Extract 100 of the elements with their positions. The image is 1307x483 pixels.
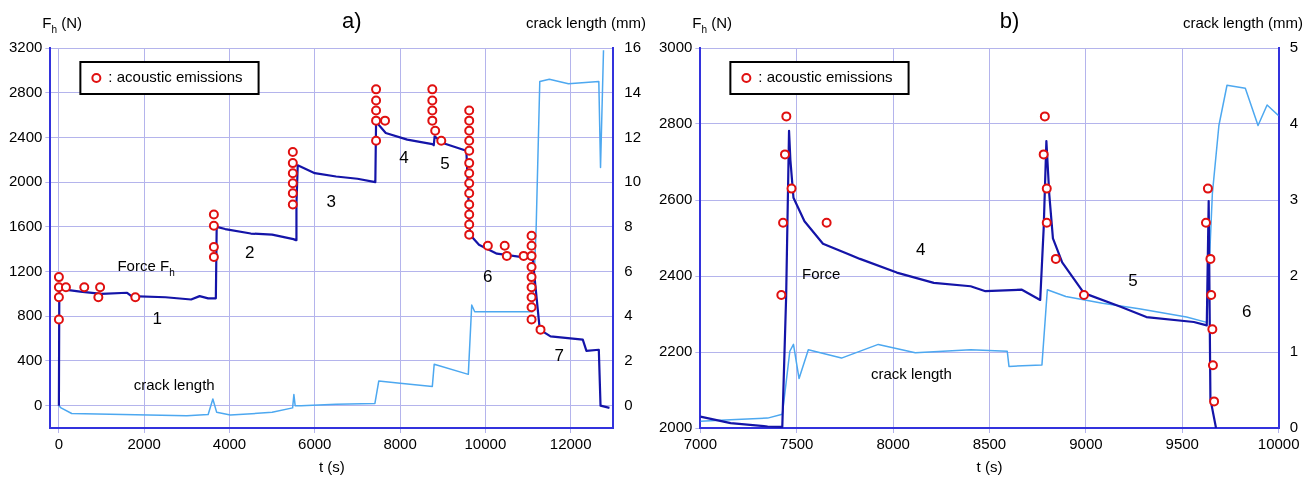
- y-tick-label: 1200: [8, 261, 43, 279]
- series-label: crack length: [133, 375, 215, 393]
- point: [464, 105, 475, 116]
- point: [53, 292, 64, 303]
- y2-tick-label: 0: [1289, 418, 1298, 436]
- annotation: 6: [1242, 301, 1252, 321]
- chart-title: a): [342, 8, 362, 34]
- point: [779, 149, 790, 160]
- y2-tick-label: 8: [624, 216, 633, 234]
- chart-title: b): [999, 8, 1020, 34]
- point: [371, 135, 382, 146]
- annotation: 4: [915, 240, 926, 260]
- y2-tick-label: 2: [624, 351, 633, 369]
- annotation: 7: [554, 346, 565, 366]
- point: [1078, 290, 1089, 300]
- point: [1206, 290, 1217, 300]
- point: [464, 199, 475, 210]
- point: [499, 240, 510, 251]
- point: [287, 178, 298, 189]
- point: [380, 115, 391, 126]
- y-tick-label: 3000: [658, 38, 693, 56]
- point: [427, 115, 438, 126]
- annotation: 3: [326, 191, 337, 211]
- point: [501, 250, 512, 261]
- point: [208, 220, 219, 231]
- y2-tick-label: 4: [1289, 114, 1298, 132]
- point: [526, 230, 537, 241]
- y2-tick-label: 12: [624, 127, 641, 145]
- x-axis-title: t (s): [318, 458, 345, 476]
- y2-tick-label: 5: [1289, 38, 1298, 56]
- point: [464, 135, 475, 146]
- y2-tick-label: 0: [624, 395, 633, 413]
- annotation: 4: [399, 147, 409, 167]
- y-tick-label: 2000: [658, 418, 693, 436]
- point: [526, 282, 537, 293]
- y-tick-label: 2800: [658, 114, 693, 132]
- point: [526, 272, 537, 283]
- point: [535, 324, 546, 335]
- point: [287, 188, 298, 199]
- point: [786, 183, 797, 194]
- y2-tick-label: 1: [1289, 342, 1298, 360]
- point: [526, 240, 537, 251]
- x-tick-label: 10000: [1257, 435, 1300, 453]
- legend-label: : acoustic emissions: [108, 68, 243, 86]
- y-tick-label: 2400: [658, 266, 693, 284]
- y2-tick-label: 6: [624, 261, 633, 279]
- point: [1041, 183, 1052, 194]
- y-tick-label: 3200: [8, 38, 43, 56]
- point: [1038, 149, 1049, 160]
- point: [60, 282, 71, 293]
- point: [93, 292, 104, 303]
- point: [1039, 111, 1050, 122]
- series-label: crack length: [871, 365, 952, 383]
- x-axis-title: t (s): [976, 458, 1003, 476]
- point: [482, 240, 493, 251]
- point: [208, 209, 219, 220]
- x-tick-label: 8000: [876, 435, 910, 453]
- point: [526, 314, 537, 325]
- point: [464, 219, 475, 230]
- point: [287, 158, 298, 169]
- point: [287, 199, 298, 210]
- point: [776, 290, 787, 300]
- legend-label: : acoustic emissions: [758, 68, 893, 86]
- point: [427, 105, 438, 116]
- point: [1205, 253, 1216, 264]
- point: [371, 95, 382, 106]
- y2-tick-label: 10: [624, 172, 641, 190]
- point: [95, 282, 106, 293]
- point: [464, 145, 475, 156]
- point: [781, 111, 792, 122]
- point: [778, 217, 789, 228]
- y2-tick-label: 14: [624, 82, 641, 100]
- y-tick-label: 2800: [8, 82, 43, 100]
- point: [518, 250, 529, 261]
- y-tick-label: 2600: [658, 190, 693, 208]
- x-tick-label: 10000: [464, 435, 507, 453]
- point: [427, 84, 438, 95]
- y2-tick-label: 3: [1289, 190, 1298, 208]
- x-tick-label: 2000: [127, 435, 161, 453]
- y2-axis-title: crack length (mm): [1182, 14, 1304, 32]
- point: [526, 292, 537, 303]
- point: [526, 250, 537, 261]
- point: [79, 282, 90, 293]
- y2-tick-label: 2: [1289, 266, 1298, 284]
- point: [208, 241, 219, 252]
- point: [287, 146, 298, 157]
- x-tick-label: 9500: [1165, 435, 1199, 453]
- x-tick-label: 7500: [780, 435, 814, 453]
- annotation: 5: [1128, 271, 1138, 291]
- point: [1209, 396, 1220, 407]
- x-tick-label: 6000: [298, 435, 332, 453]
- point: [464, 158, 475, 169]
- point: [130, 292, 141, 303]
- point: [287, 168, 298, 179]
- y2-tick-label: 16: [624, 38, 641, 56]
- point: [464, 188, 475, 199]
- point: [427, 95, 438, 106]
- x-tick-label: 8500: [972, 435, 1007, 453]
- y-tick-label: 2400: [8, 127, 43, 145]
- point: [526, 262, 537, 273]
